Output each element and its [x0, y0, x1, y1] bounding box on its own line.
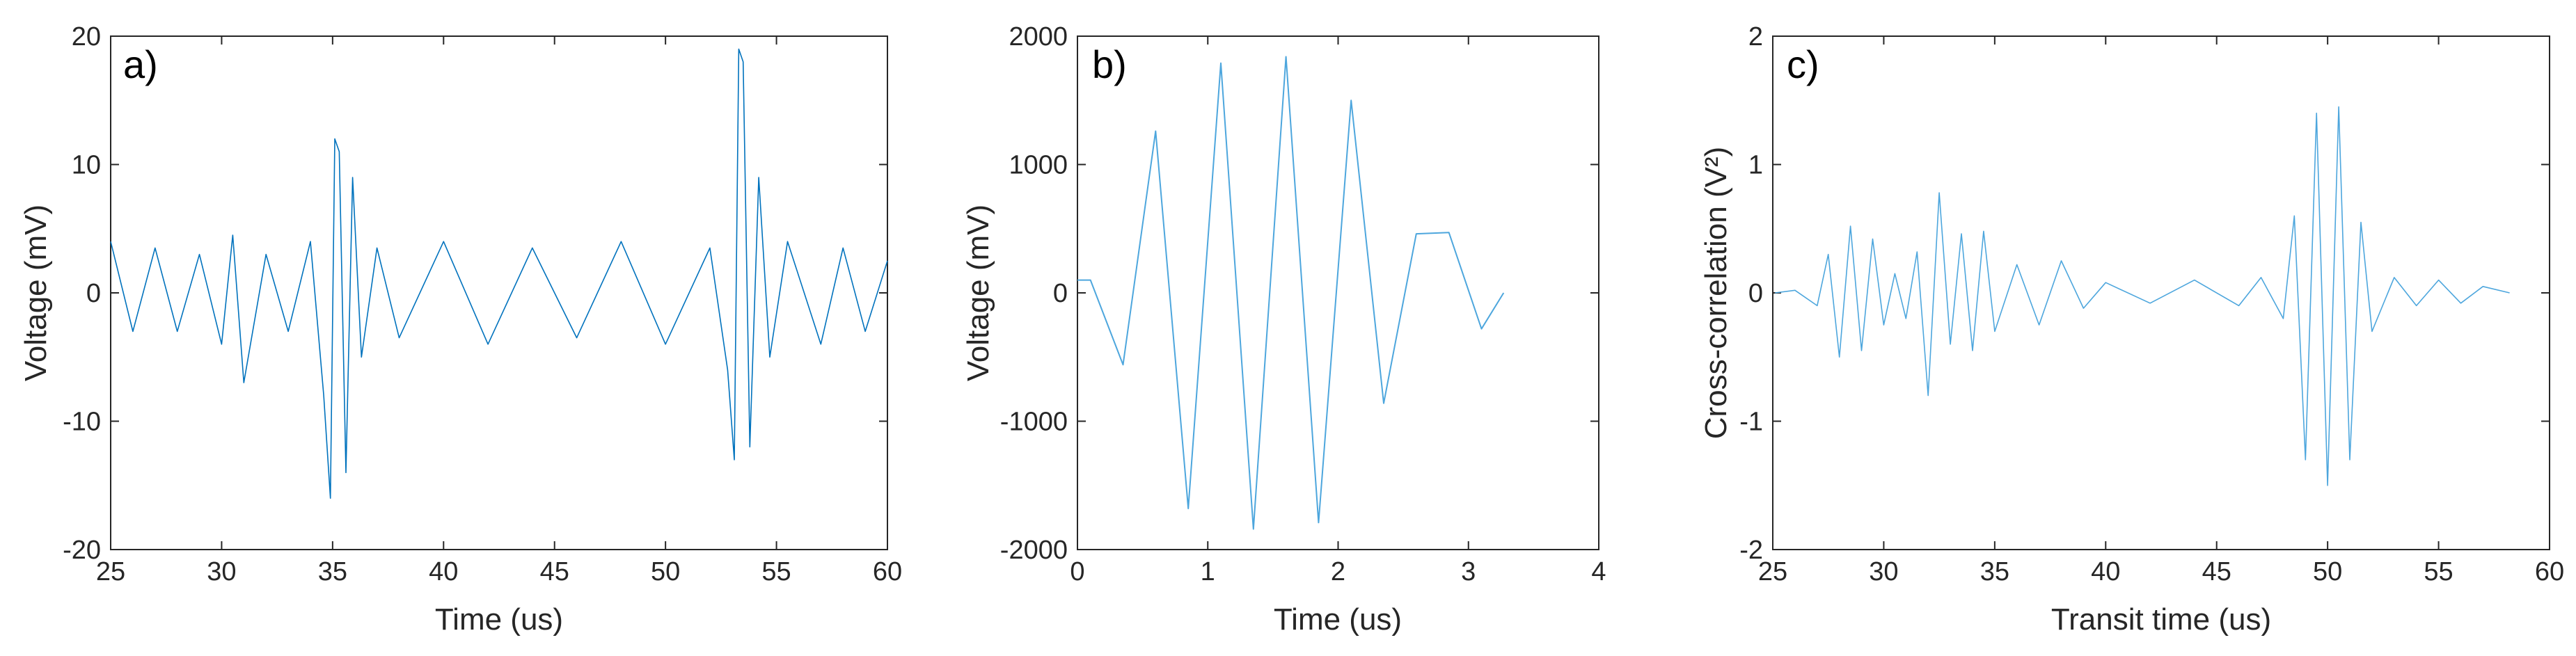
- panel-a: 25 30 35 40 45 50 55 60 -20 -10 0 10 20 a) Time (us)…: [19, 22, 902, 637]
- y-axis-label-c: Cross-correlation (V²): [1699, 147, 1733, 440]
- plot-frame-b: [1077, 35, 1599, 550]
- y-tick-label: -2: [1739, 536, 1763, 565]
- x-tick-label: 0: [1070, 557, 1084, 586]
- y-tick-label: 1000: [1009, 151, 1068, 180]
- x-tick-label: 3: [1461, 557, 1476, 586]
- plot-area-b: 0 1 2 3 4 -2000 -1000 0 1000 2000: [1000, 22, 1606, 586]
- x-tick-label: 25: [96, 557, 125, 586]
- y-tick-label: 0: [1748, 279, 1763, 308]
- y-tick-label: -2000: [1000, 536, 1068, 565]
- y-tick-label: 2000: [1009, 22, 1068, 51]
- panel-label-c: c): [1787, 42, 1819, 86]
- panel-b: 0 1 2 3 4 -2000 -1000 0 1000 2000 b) Time (us) Vo…: [961, 22, 1606, 637]
- x-axis-label-b: Time (us): [1274, 602, 1402, 637]
- x-tick-label: 30: [207, 557, 236, 586]
- x-tick-label: 50: [651, 557, 680, 586]
- plot-frame-c: [1772, 35, 2550, 550]
- x-tick-label: 4: [1591, 557, 1606, 586]
- y-axis-label-a: Voltage (mV): [19, 205, 53, 381]
- x-tick-label: 1: [1201, 557, 1215, 586]
- x-tick-label: 35: [1980, 557, 2009, 586]
- series-line-b-0: [1077, 56, 1505, 530]
- x-axis-label-c: Transit time (us): [2051, 602, 2271, 637]
- x-tick-label: 60: [873, 557, 902, 586]
- x-tick-label: 2: [1331, 557, 1345, 586]
- y-tick-label: 2: [1748, 22, 1763, 51]
- x-tick-label: 35: [318, 557, 347, 586]
- y-tick-label: -1000: [1000, 408, 1068, 437]
- y-tick-label: 0: [1053, 279, 1068, 308]
- panel-label-a: a): [123, 42, 158, 86]
- x-tick-label: 50: [2313, 557, 2342, 586]
- series-line-c-0: [1775, 106, 2510, 486]
- y-axis-label-b: Voltage (mV): [961, 205, 995, 381]
- panel-label-b: b): [1092, 42, 1127, 86]
- plot-area-a: 25 30 35 40 45 50 55 60 -20 -10 0 10 20: [63, 22, 902, 586]
- y-tick-label: 20: [72, 22, 101, 51]
- x-tick-label: 45: [2202, 557, 2231, 586]
- x-axis-label-a: Time (us): [435, 602, 563, 637]
- x-tick-label: 25: [1758, 557, 1787, 586]
- x-tick-label: 55: [2424, 557, 2453, 586]
- y-tick-label: 1: [1748, 151, 1763, 180]
- y-tick-label: 0: [86, 279, 101, 308]
- plot-area-c: 25 30 35 40 45 50 55 60 -2 -1 0 1 2: [1739, 22, 2564, 586]
- series-line-a-0: [110, 48, 888, 499]
- x-tick-label: 40: [429, 557, 458, 586]
- y-tick-label: -20: [63, 536, 101, 565]
- panel-c: 25 30 35 40 45 50 55 60 -2 -1 0 1 2 c) Transit time …: [1699, 22, 2564, 637]
- y-tick-label: 10: [72, 151, 101, 180]
- x-tick-label: 40: [2091, 557, 2120, 586]
- x-tick-label: 55: [761, 557, 791, 586]
- y-tick-label: -1: [1739, 408, 1763, 437]
- x-tick-label: 45: [540, 557, 569, 586]
- y-tick-label: -10: [63, 408, 101, 437]
- x-tick-label: 60: [2535, 557, 2564, 586]
- x-tick-label: 30: [1869, 557, 1898, 586]
